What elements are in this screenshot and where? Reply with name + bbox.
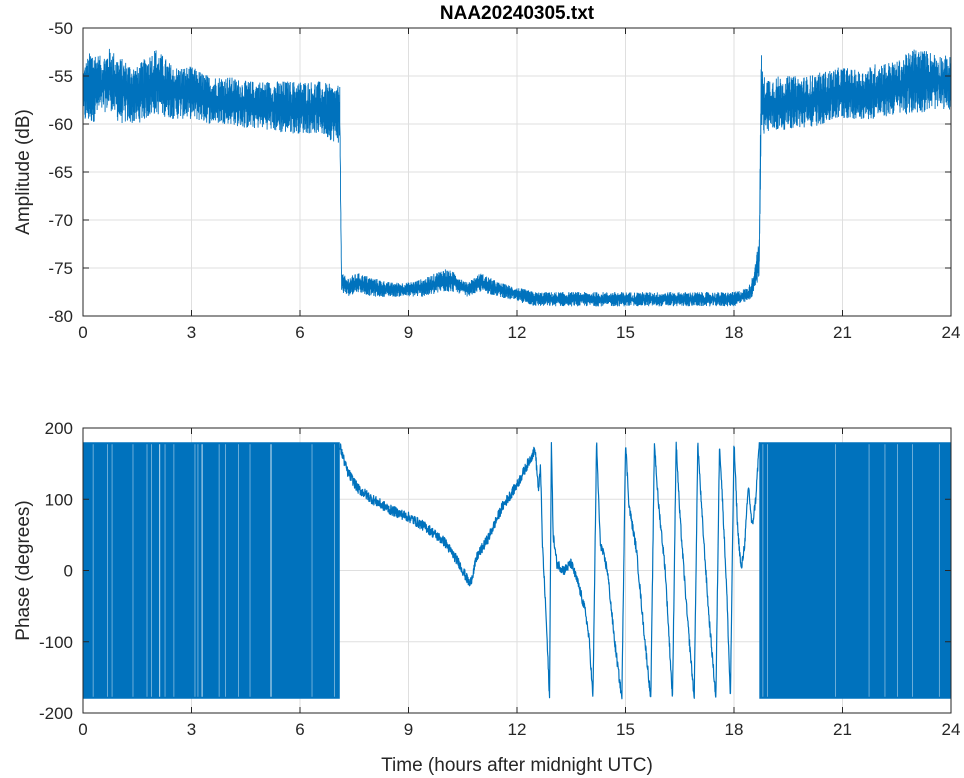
y-tick-label: 0 xyxy=(64,562,73,581)
x-tick-label: 24 xyxy=(942,323,961,342)
x-tick-label: 3 xyxy=(187,323,196,342)
amplitude-y-axis-label: Amplitude (dB) xyxy=(13,109,34,235)
x-tick-label: 3 xyxy=(187,720,196,739)
chart-title: NAA20240305.txt xyxy=(440,3,595,24)
x-tick-label: 6 xyxy=(295,323,304,342)
phase-trace xyxy=(339,441,760,700)
x-tick-label: 12 xyxy=(508,323,527,342)
phase-panel: 0 3 6 9 12 15 18 21 24 200 100 0 -100 -200 Time (hour… xyxy=(13,419,960,776)
y-tick-label: -70 xyxy=(48,211,73,230)
phase-noise-band xyxy=(759,442,951,699)
x-tick-label: 15 xyxy=(616,720,635,739)
x-tick-label: 21 xyxy=(833,323,852,342)
x-tick-label: 24 xyxy=(942,720,961,739)
x-tick-label: 9 xyxy=(404,323,413,342)
y-tick-label: -80 xyxy=(48,307,73,326)
x-tick-label: 18 xyxy=(725,323,744,342)
y-tick-label: -200 xyxy=(39,704,73,723)
y-tick-label: 200 xyxy=(45,419,73,438)
amplitude-series xyxy=(82,48,952,307)
x-tick-label: 9 xyxy=(404,720,413,739)
x-tick-label: 21 xyxy=(833,720,852,739)
x-tick-label: 18 xyxy=(725,720,744,739)
amplitude-ticks: 0 3 6 9 12 15 18 21 24 -50 -55 -60 -65 -70 -75 -80 xyxy=(48,19,960,342)
y-tick-label: -65 xyxy=(48,163,73,182)
phase-y-axis-label: Phase (degrees) xyxy=(13,500,34,640)
x-tick-label: 0 xyxy=(78,323,87,342)
phase-series xyxy=(83,441,951,700)
y-tick-label: -50 xyxy=(48,19,73,38)
y-tick-label: -100 xyxy=(39,633,73,652)
x-tick-label: 12 xyxy=(508,720,527,739)
y-tick-label: -75 xyxy=(48,259,73,278)
phase-ticks: 0 3 6 9 12 15 18 21 24 200 100 0 -100 -200 xyxy=(39,419,960,739)
y-tick-label: 100 xyxy=(45,490,73,509)
phase-noise-band xyxy=(83,442,340,699)
x-tick-label: 15 xyxy=(616,323,635,342)
phase-x-axis-label: Time (hours after midnight UTC) xyxy=(381,755,653,776)
y-tick-label: -55 xyxy=(48,67,73,86)
y-tick-label: -60 xyxy=(48,115,73,134)
x-tick-label: 6 xyxy=(295,720,304,739)
amplitude-trace xyxy=(82,48,952,307)
x-tick-label: 0 xyxy=(78,720,87,739)
